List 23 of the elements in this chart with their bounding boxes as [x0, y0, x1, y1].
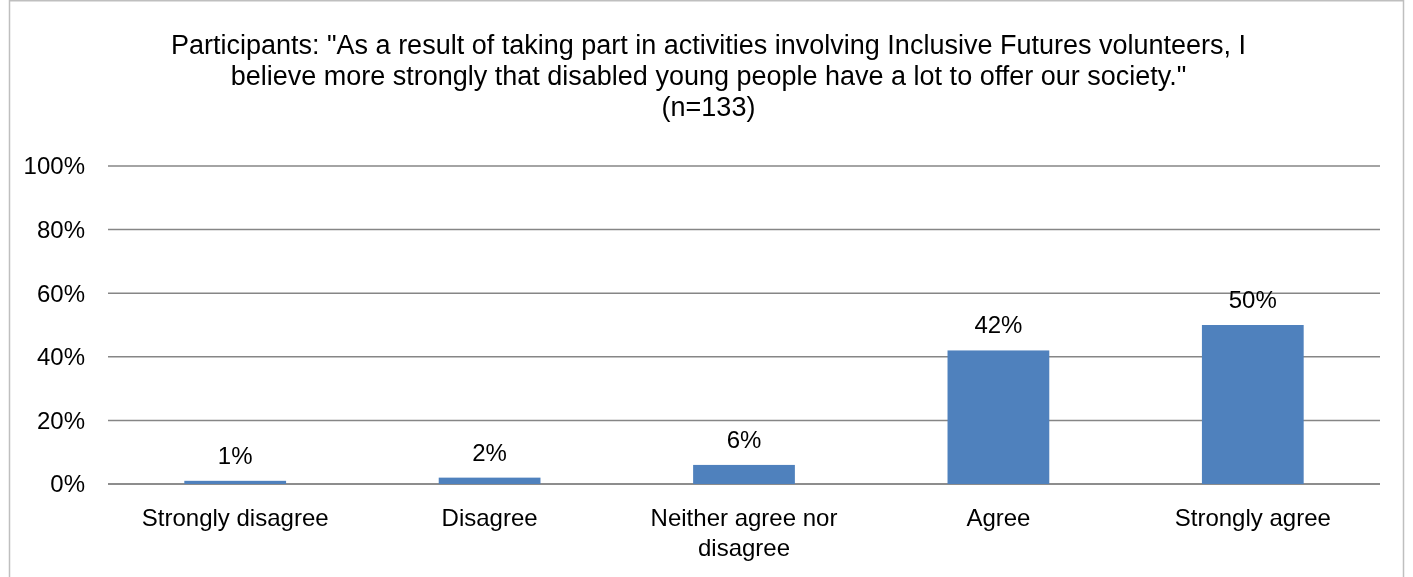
data-label: 50%	[1228, 286, 1277, 313]
bar	[184, 480, 287, 484]
y-tick-label: 80%	[36, 216, 85, 243]
y-tick-label: 100%	[23, 152, 85, 180]
x-tick-label: Agree	[966, 504, 1031, 531]
y-tick-label: 0%	[50, 470, 85, 498]
bar	[693, 464, 795, 484]
data-label: 6%	[726, 425, 762, 453]
y-tick-label: 40%	[36, 343, 85, 371]
x-tick-label: Strongly disagree	[141, 504, 329, 531]
data-label: 1%	[217, 441, 253, 469]
chart-title: Participants: "As a result of taking part in activities involving Inclusive Futures volunteers, I believe more strongly that disabled young people have a lot to offer our society."	[170, 30, 1247, 91]
x-tick-label: Disagree	[441, 504, 538, 531]
y-tick-label: 60%	[36, 279, 85, 307]
x-tick-label: Strongly agree	[1174, 504, 1331, 531]
bar	[1201, 325, 1304, 484]
data-label: 42%	[974, 311, 1023, 339]
bar	[947, 350, 1050, 484]
y-tick-label: 20%	[36, 406, 85, 434]
x-tick-label: Neither agree nor disagree	[650, 504, 838, 561]
data-label: 2%	[472, 438, 507, 466]
bar	[438, 477, 541, 484]
chart-subtitle: (n=133)	[661, 92, 756, 122]
